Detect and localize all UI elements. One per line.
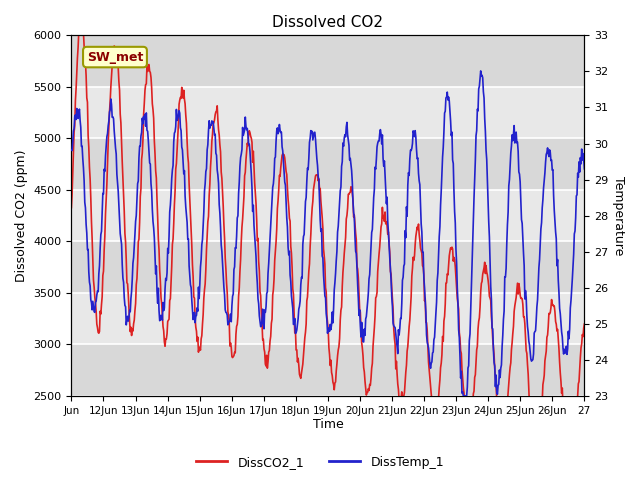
Bar bbox=[72, 241, 584, 293]
Bar bbox=[72, 36, 584, 87]
Bar bbox=[72, 293, 584, 344]
X-axis label: Time: Time bbox=[312, 419, 343, 432]
Bar bbox=[72, 87, 584, 138]
Legend: DissCO2_1, DissTemp_1: DissCO2_1, DissTemp_1 bbox=[191, 451, 449, 474]
Text: SW_met: SW_met bbox=[87, 50, 143, 63]
Bar bbox=[72, 344, 584, 396]
Y-axis label: Dissolved CO2 (ppm): Dissolved CO2 (ppm) bbox=[15, 149, 28, 282]
Title: Dissolved CO2: Dissolved CO2 bbox=[273, 15, 383, 30]
Bar bbox=[72, 190, 584, 241]
Bar bbox=[72, 138, 584, 190]
Y-axis label: Temperature: Temperature bbox=[612, 176, 625, 255]
